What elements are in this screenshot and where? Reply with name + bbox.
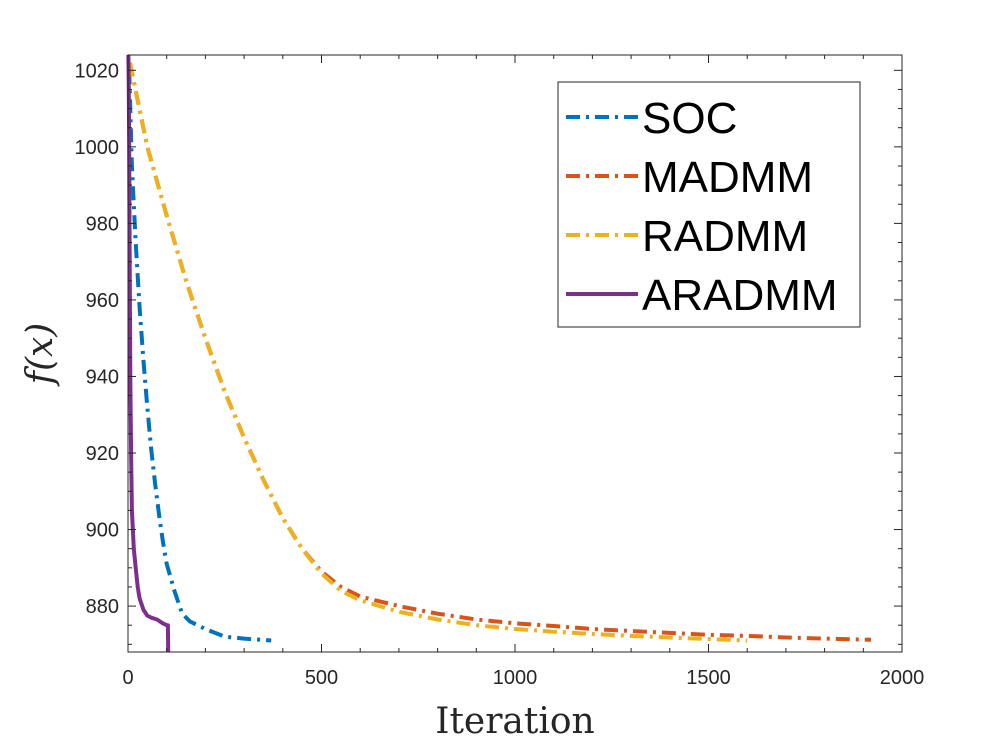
y-axis-title: f(x): [20, 323, 61, 388]
x-tick-label: 1500: [686, 667, 731, 689]
y-tick-label: 1020: [75, 60, 120, 82]
x-tick-label: 0: [122, 667, 133, 689]
legend-box: [557, 81, 861, 328]
y-tick-label: 1000: [75, 137, 120, 159]
legend-label-aradmm: ARADMM: [642, 271, 838, 320]
series-layer: [126, 54, 872, 653]
x-tick-label: 2000: [880, 667, 925, 689]
x-tick-label: 500: [305, 667, 338, 689]
x-axis-title: Iteration: [435, 701, 595, 742]
y-tick-label: 940: [86, 366, 119, 388]
legend-label-radmm: RADMM: [642, 212, 808, 261]
x-tick-label: 1000: [493, 667, 538, 689]
series-line-radmm: [127, 62, 748, 643]
legend-label-soc: SOC: [642, 94, 737, 143]
y-tick-label: 900: [86, 520, 119, 542]
y-tick-label: 980: [86, 213, 119, 235]
legend: SOC MADMM RADMM ARADMM: [557, 81, 861, 328]
y-tick-label: 880: [86, 596, 119, 618]
legend-label-madmm: MADMM: [642, 153, 813, 202]
series-line-aradmm: [126, 54, 171, 653]
y-tick-label: 960: [86, 290, 119, 312]
y-tick-label: 920: [86, 443, 119, 465]
ticks-layer: 0 500 1000 1500 2000 880 900 920 940 960 980 1000 10…: [75, 55, 925, 689]
